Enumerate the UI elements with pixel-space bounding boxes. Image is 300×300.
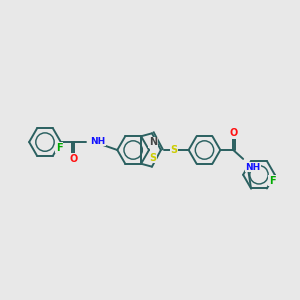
Text: F: F [269,176,275,185]
Text: O: O [70,154,78,164]
Text: S: S [170,145,177,155]
Text: NH: NH [91,136,106,146]
Text: NH: NH [245,163,260,172]
Text: N: N [149,137,157,147]
Text: F: F [56,143,62,153]
Text: S: S [149,153,157,163]
Text: O: O [229,128,237,138]
